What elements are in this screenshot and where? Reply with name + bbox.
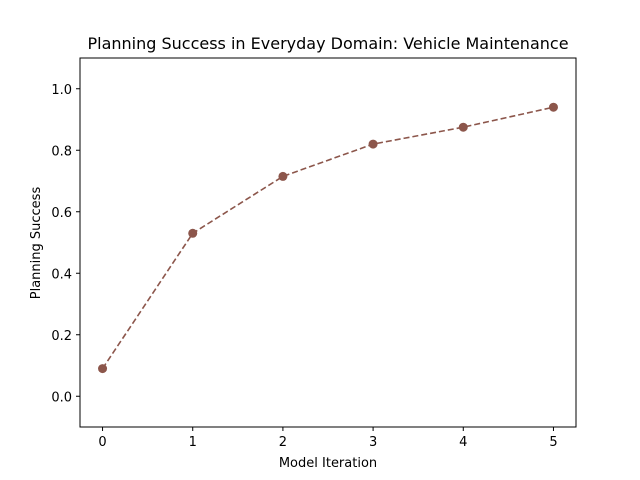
plot-area: 0 1 2 3 4 5 0.0 0.2 0.4 0.6 0.8 1.0 bbox=[51, 57, 577, 450]
series-line bbox=[101, 106, 554, 370]
data-point bbox=[458, 122, 468, 132]
x-tick-label: 2 bbox=[279, 435, 287, 450]
y-tick-label: 0.2 bbox=[51, 329, 72, 344]
plot-frame bbox=[79, 57, 577, 428]
x-tick-label: 3 bbox=[369, 435, 377, 450]
x-tick-label: 1 bbox=[189, 435, 197, 450]
x-tick-label: 0 bbox=[98, 435, 106, 450]
y-tick-label: 1.0 bbox=[51, 83, 72, 98]
data-point bbox=[278, 171, 288, 181]
x-tick-label: 5 bbox=[549, 435, 557, 450]
x-axis-label: Model Iteration bbox=[279, 456, 377, 471]
data-point bbox=[188, 228, 198, 238]
y-tick-label: 0.0 bbox=[51, 390, 72, 405]
data-point bbox=[548, 102, 558, 112]
y-tick-label: 0.8 bbox=[51, 144, 72, 159]
data-point bbox=[98, 364, 108, 374]
y-tick-label: 0.6 bbox=[51, 206, 72, 221]
x-tick-label: 4 bbox=[459, 435, 467, 450]
data-point bbox=[368, 139, 378, 149]
chart-title: Planning Success in Everyday Domain: Veh… bbox=[87, 34, 568, 53]
y-axis-label: Planning Success bbox=[29, 187, 44, 300]
y-tick-label: 0.4 bbox=[51, 267, 72, 282]
